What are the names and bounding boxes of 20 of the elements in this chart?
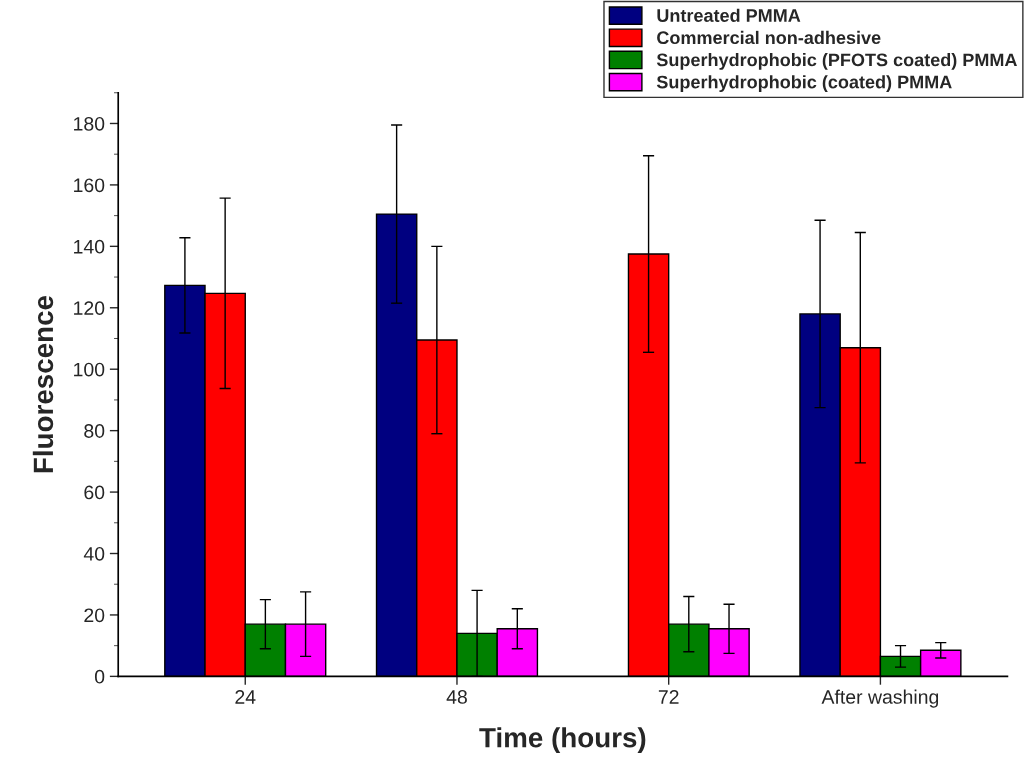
legend-label: Superhydrophobic (PFOTS coated) PMMA	[656, 53, 1017, 70]
x-tick-label: 72	[658, 690, 679, 704]
legend-label: Commercial non-adhesive	[657, 30, 881, 45]
x-tick-label: After washing	[821, 689, 939, 708]
legend-label: Untreated PMMA	[657, 8, 801, 22]
y-tick-label: 100	[74, 362, 105, 377]
y-tick-label: 40	[83, 546, 105, 561]
y-axis-title: Fluorescence	[32, 295, 54, 473]
y-tick-label: 180	[74, 116, 105, 131]
legend-label: Superhydrophobic (coated) PMMA	[656, 75, 952, 92]
y-tick-label: 20	[84, 608, 105, 623]
y-tick-label: 80	[84, 424, 105, 438]
y-tick-label: 120	[74, 301, 105, 316]
y-tick-label: 0	[94, 669, 105, 684]
y-tick-label: 160	[74, 178, 105, 193]
y-tick-label: 60	[84, 485, 105, 500]
x-tick-label: 24	[235, 690, 256, 704]
x-tick-label: 48	[446, 690, 467, 704]
x-axis-title: Time (hours)	[479, 727, 646, 754]
y-tick-label: 140	[74, 239, 105, 254]
